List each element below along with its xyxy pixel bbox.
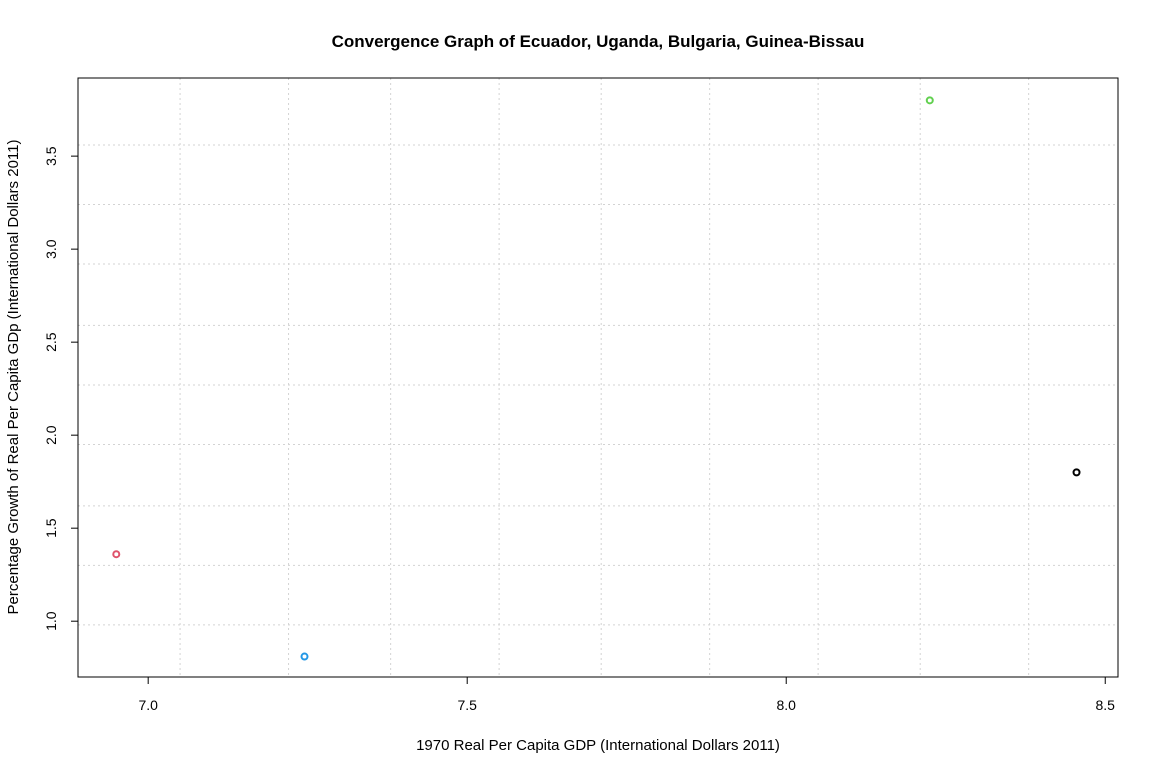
x-tick-label-3: 8.5	[1096, 697, 1116, 713]
y-tick-label-1: 1.5	[43, 518, 59, 538]
data-points	[112, 96, 1081, 661]
y-tick-label-3: 2.5	[43, 332, 59, 352]
x-axis: 7.0 7.5 8.0 8.5	[138, 676, 1116, 713]
y-axis-label: Percentage Growth of Real Per Capita GDp…	[5, 140, 22, 615]
y-axis: 1.0 1.5 2.0 2.5 3.0 3.5	[43, 146, 79, 631]
data-point-0	[1072, 468, 1081, 477]
y-tick-label-4: 3.0	[43, 239, 59, 259]
x-tick-label-2: 8.0	[776, 697, 796, 713]
plot-frame	[77, 77, 1119, 678]
y-tick-label-0: 1.0	[43, 611, 59, 631]
chart-title: Convergence Graph of Ecuador, Uganda, Bu…	[332, 32, 865, 51]
data-point-1	[112, 550, 121, 559]
x-tick-label-0: 7.0	[138, 697, 158, 713]
x-axis-label: 1970 Real Per Capita GDP (International …	[416, 737, 780, 754]
y-tick-label-5: 3.5	[43, 146, 59, 166]
grid	[78, 78, 1118, 677]
data-point-3	[300, 652, 309, 661]
x-tick-label-1: 7.5	[457, 697, 477, 713]
data-point-2	[925, 96, 934, 105]
y-tick-label-2: 2.0	[43, 425, 59, 445]
